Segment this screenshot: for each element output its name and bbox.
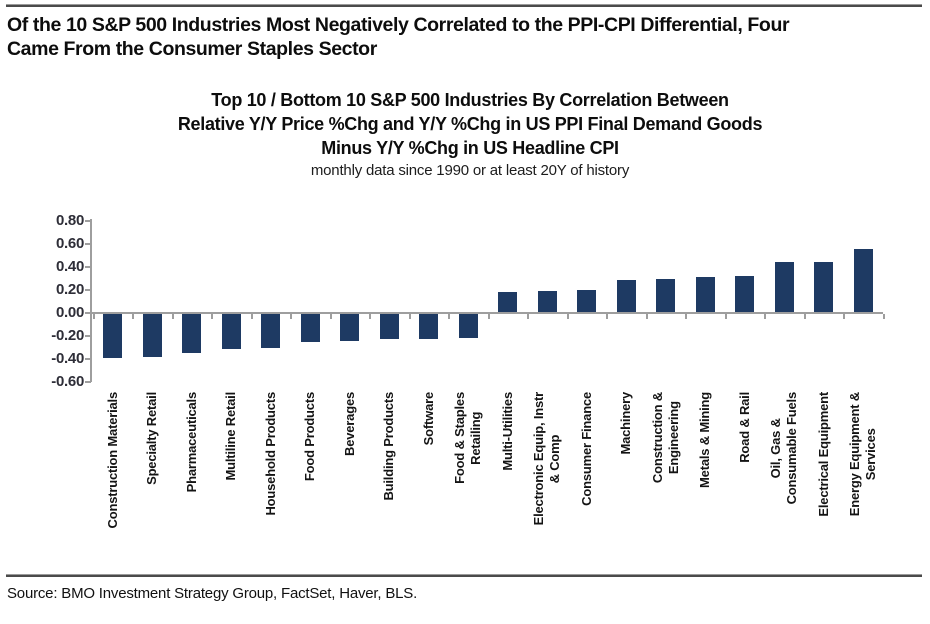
x-axis-label: Energy Equipment & Services (847, 392, 878, 517)
bar (735, 276, 754, 313)
x-axis-label: Building Products (381, 392, 396, 501)
bottom-divider (6, 574, 922, 577)
x-axis-label: Software (420, 392, 436, 446)
page-title-line1: Of the 10 S&P 500 Industries Most Negati… (7, 14, 790, 36)
bar (853, 248, 873, 313)
y-axis-tick (85, 381, 91, 383)
y-axis-tick (85, 312, 91, 314)
x-axis-tick (843, 314, 846, 319)
x-axis-tick (882, 314, 885, 319)
x-axis-tick (250, 314, 253, 319)
bar (142, 313, 162, 357)
y-tick-label: -0.40 (51, 350, 84, 367)
y-axis-tick (85, 266, 91, 268)
y-axis-tick (85, 243, 91, 245)
bar (300, 313, 320, 342)
bar (340, 313, 359, 341)
x-axis-line (91, 312, 883, 314)
x-axis-label: Construction & Engineering (649, 392, 681, 484)
y-tick-label: -0.60 (51, 373, 84, 390)
bar (182, 313, 201, 354)
x-axis-label: Metals & Mining (697, 392, 712, 488)
y-tick-label: 0.20 (56, 281, 84, 298)
bar (774, 262, 794, 313)
bar (261, 313, 280, 348)
x-axis-tick (803, 314, 806, 319)
x-axis-tick (132, 314, 135, 319)
x-axis-tick (92, 314, 95, 319)
y-tick-label: 0.80 (56, 212, 84, 229)
x-axis-tick (171, 314, 174, 319)
x-axis-tick (211, 314, 214, 319)
x-axis-label: Oil, Gas & Consumable Fuels (768, 392, 799, 505)
x-axis-label: Road & Rail (736, 392, 752, 463)
bar (537, 291, 557, 313)
x-axis-tick (764, 314, 767, 319)
x-axis-label: Pharmaceuticals (183, 392, 199, 493)
y-axis-line (90, 219, 92, 382)
x-axis-label: Machinery (618, 392, 633, 455)
x-axis-label: Electronic Equip, Instr & Comp (531, 392, 562, 526)
x-axis-tick (645, 314, 648, 319)
x-axis-tick (369, 314, 372, 319)
x-axis-label: Specialty Retail (144, 392, 159, 485)
bar (656, 278, 675, 313)
x-axis-label: Food Products (302, 392, 317, 482)
y-tick-label: -0.20 (51, 327, 84, 344)
bar (379, 313, 399, 340)
bar (695, 277, 715, 313)
x-axis-tick (685, 314, 688, 319)
x-axis-label: Food & Staples Retailing (452, 392, 483, 484)
bar (577, 290, 596, 313)
chart-title-line3: Minus Y/Y %Chg in US Headline CPI (321, 138, 619, 158)
chart-title-line1: Top 10 / Bottom 10 S&P 500 Industries By… (211, 90, 729, 110)
x-axis-label: Construction Materials (104, 392, 120, 529)
bar (103, 313, 122, 358)
x-axis-tick (527, 314, 530, 319)
x-axis-tick (724, 314, 727, 319)
chart-title-block: Top 10 / Bottom 10 S&P 500 Industries By… (35, 88, 905, 179)
x-axis-tick (566, 314, 569, 319)
x-axis-label: Electrical Equipment (815, 392, 831, 517)
y-tick-label: 0.00 (56, 304, 84, 321)
chart-title-line2: Relative Y/Y Price %Chg and Y/Y %Chg in … (177, 114, 763, 134)
x-axis-tick (329, 314, 332, 319)
x-axis-tick (606, 314, 609, 319)
bar (221, 313, 241, 349)
x-axis-tick (408, 314, 411, 319)
source-note: Source: BMO Investment Strategy Group, F… (7, 585, 418, 602)
top-divider (6, 4, 922, 7)
x-axis-label: Multi-Utilities (499, 392, 515, 471)
x-axis-tick (290, 314, 293, 319)
x-axis-label: Multiline Retail (223, 392, 238, 481)
bar (419, 313, 438, 340)
x-axis-tick (448, 314, 451, 319)
x-axis-tick (487, 314, 490, 319)
y-axis-tick (85, 289, 91, 291)
y-axis-tick (85, 335, 91, 337)
y-axis-tick (85, 220, 91, 222)
x-axis-label: Consumer Finance (578, 392, 594, 506)
y-axis-tick (85, 358, 91, 360)
y-tick-label: 0.40 (56, 258, 84, 275)
bar (616, 279, 636, 313)
bar (498, 292, 517, 313)
y-tick-label: 0.60 (56, 235, 84, 252)
chart-subtitle: monthly data since 1990 or at least 20Y … (310, 162, 630, 179)
bar (814, 262, 833, 313)
x-axis-label: Household Products (262, 392, 278, 516)
page-title-line2: Came From the Consumer Staples Sector (7, 38, 377, 60)
page-title: Of the 10 S&P 500 Industries Most Negati… (7, 13, 925, 61)
bar (458, 313, 478, 339)
x-axis-label: Beverages (341, 392, 357, 456)
